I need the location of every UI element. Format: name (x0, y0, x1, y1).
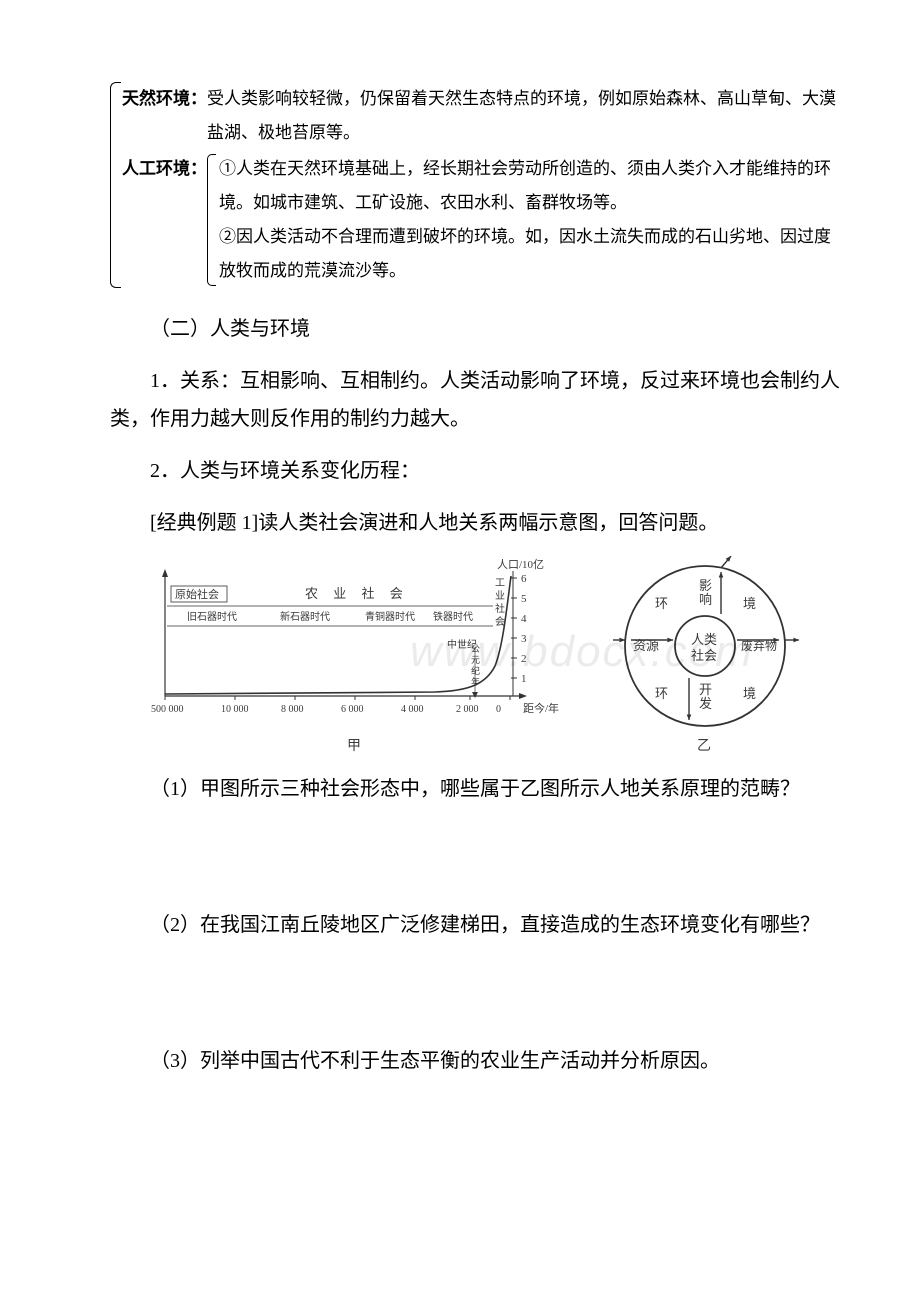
definitions-block: 天然环境： 受人类影响较轻微，仍保留着天然生态特点的环境，例如原始森林、高山草甸… (110, 82, 840, 288)
figure-yi: 人类社会环境环境影响开发资源废弃物乙 (605, 556, 815, 756)
def-tianran-text: 受人类影响较轻微，仍保留着天然生态特点的环境，例如原始森林、高山草甸、大漠盐湖、… (207, 82, 840, 150)
def-tianran: 天然环境： 受人类影响较轻微，仍保留着天然生态特点的环境，例如原始森林、高山草甸… (122, 82, 840, 150)
svg-text:境: 境 (743, 686, 756, 701)
svg-text:农 业 社 会: 农 业 社 会 (305, 586, 409, 601)
svg-text:6: 6 (521, 573, 527, 585)
svg-text:3: 3 (521, 633, 527, 645)
svg-text:新石器时代: 新石器时代 (280, 610, 330, 623)
svg-text:旧石器时代: 旧石器时代 (187, 611, 237, 623)
svg-text:环: 环 (655, 686, 668, 701)
svg-text:青铜器时代: 青铜器时代 (365, 610, 415, 623)
answer-space-1 (110, 822, 840, 892)
question-2: （2）在我国江南丘陵地区广泛修建梯田，直接造成的生态环境变化有哪些？ (110, 906, 840, 944)
svg-text:甲: 甲 (347, 739, 361, 754)
def-rengong-item1: ①人类在天然环境基础上，经长期社会劳动所创造的、须由人类介入才能维持的环境。如城… (219, 152, 840, 220)
svg-text:500 000: 500 000 (151, 704, 184, 715)
svg-text:人类: 人类 (691, 632, 717, 647)
svg-text:元: 元 (471, 655, 480, 665)
figure-wrap: www.bdocx.com 654321人口/10亿500 00010 0008… (110, 556, 840, 756)
svg-text:5: 5 (521, 593, 527, 605)
svg-text:8 000: 8 000 (281, 704, 304, 715)
svg-text:业: 业 (495, 590, 505, 602)
svg-text:开: 开 (699, 682, 712, 697)
svg-text:社: 社 (495, 602, 505, 615)
svg-text:6 000: 6 000 (341, 704, 364, 715)
svg-text:铁器时代: 铁器时代 (433, 610, 473, 623)
svg-text:1: 1 (521, 673, 527, 685)
svg-text:2 000: 2 000 (456, 704, 479, 715)
svg-text:响: 响 (699, 592, 712, 607)
question-3: （3）列举中国古代不利于生态平衡的农业生产活动并分析原因。 (110, 1042, 840, 1080)
svg-text:环: 环 (655, 596, 668, 611)
svg-text:纪: 纪 (471, 665, 480, 676)
svg-text:境: 境 (743, 596, 756, 611)
def-tianran-label: 天然环境： (122, 82, 207, 150)
svg-text:公: 公 (471, 644, 480, 654)
svg-text:10 000: 10 000 (221, 704, 249, 715)
answer-space-2 (110, 958, 840, 1028)
question-1: （1）甲图所示三种社会形态中，哪些属于乙图所示人地关系原理的范畴？ (110, 770, 840, 808)
svg-text:2: 2 (521, 653, 527, 665)
svg-text:乙: 乙 (697, 738, 711, 754)
svg-text:4: 4 (521, 613, 527, 625)
brace-outer (110, 82, 121, 288)
svg-text:距今/年: 距今/年 (523, 701, 559, 715)
paragraph-history: 2．人类与环境关系变化历程： (110, 452, 840, 490)
def-rengong: 人工环境： ①人类在天然环境基础上，经长期社会劳动所创造的、须由人类介入才能维持… (122, 152, 840, 288)
svg-text:发: 发 (699, 696, 712, 711)
svg-text:工: 工 (495, 578, 505, 589)
def-rengong-item2: ②因人类活动不合理而遭到破坏的环境。如，因水土流失而成的石山劣地、因过度放牧而成… (219, 220, 840, 288)
svg-text:0: 0 (496, 704, 501, 715)
svg-text:原始社会: 原始社会 (175, 587, 219, 601)
section-heading: （二）人类与环境 (110, 310, 840, 348)
paragraph-relation: 1．关系：互相影响、互相制约。人类活动影响了环境，反过来环境也会制约人类，作用力… (110, 362, 840, 438)
svg-text:社会: 社会 (691, 648, 717, 663)
svg-text:人口/10亿: 人口/10亿 (497, 558, 544, 571)
svg-text:影: 影 (699, 578, 712, 593)
def-rengong-label: 人工环境： (122, 152, 207, 288)
figure-block: 6 5 4 3 2 1 人口/10亿 500 000 10 000 8 000 6 000 4 000… (110, 556, 840, 756)
brace-inner (207, 154, 216, 286)
svg-text:4 000: 4 000 (401, 704, 424, 715)
example-intro: [经典例题 1]读人类社会演进和人地关系两幅示意图，回答问题。 (110, 504, 840, 542)
figure-jia: 6 5 4 3 2 1 人口/10亿 500 000 10 000 8 000 6 000 4 000… (135, 556, 575, 756)
